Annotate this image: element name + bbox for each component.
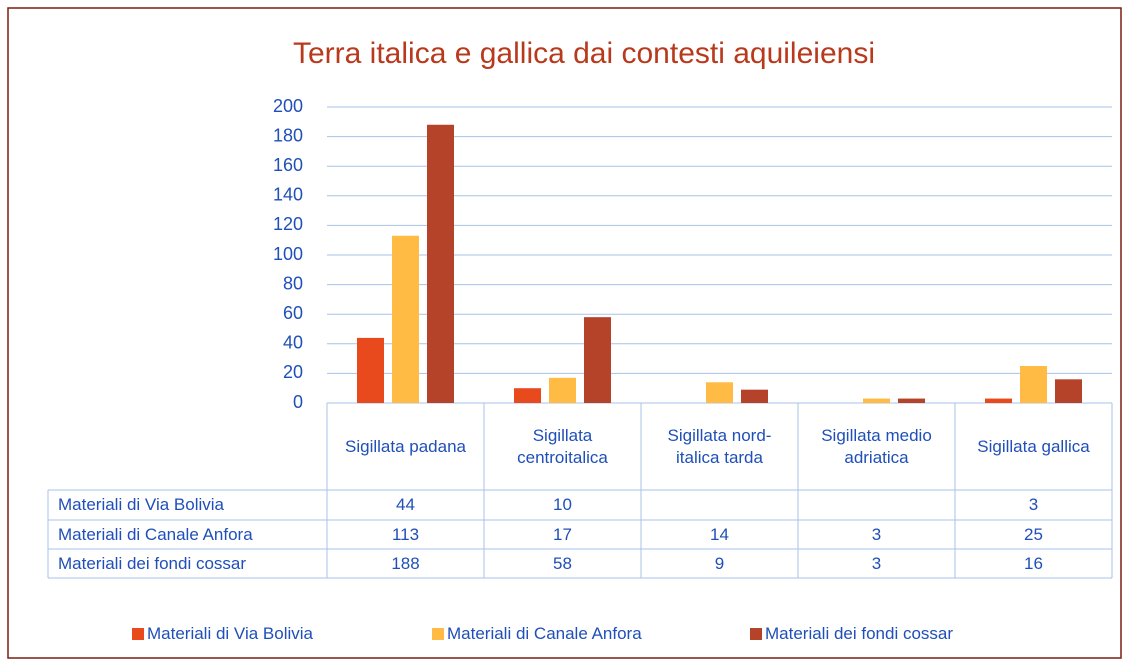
table-value: 25 <box>1024 524 1043 544</box>
legend-swatch <box>750 628 762 640</box>
y-tick-label: 40 <box>283 333 303 353</box>
table-value: 14 <box>710 524 729 544</box>
y-tick-label: 160 <box>273 155 303 175</box>
table-value: 113 <box>391 524 420 544</box>
frame <box>7 7 1122 659</box>
y-tick-label: 140 <box>273 185 303 205</box>
table-value: 58 <box>553 553 572 573</box>
bar <box>549 377 576 403</box>
table-value: 3 <box>871 553 882 573</box>
y-tick-label: 80 <box>283 273 303 293</box>
table-value: 44 <box>396 495 415 514</box>
y-tick-label: 200 <box>273 96 303 116</box>
table-row-label: Materiali di Via Bolivia <box>58 495 224 514</box>
legend-label: Materiali dei fondi cossar <box>765 624 954 643</box>
table-value: 9 <box>714 553 725 573</box>
bar <box>863 398 890 403</box>
category-label: Sigillata medio adriatica <box>821 426 932 467</box>
table-value: 188 <box>391 553 420 573</box>
bar <box>741 389 768 403</box>
y-tick-label: 0 <box>293 392 303 412</box>
y-tick-label: 120 <box>273 214 303 234</box>
chart-title: Terra italica e gallica dai contesti aqu… <box>293 37 875 70</box>
bar <box>985 398 1012 403</box>
bar <box>427 124 454 403</box>
table-value: 10 <box>553 495 572 514</box>
y-tick-label: 180 <box>273 125 303 145</box>
y-tick-label: 100 <box>273 244 303 264</box>
category-label: Sigillata nord-italica tarda <box>667 426 772 467</box>
bar <box>706 382 733 403</box>
table-value: 3 <box>871 524 882 544</box>
bar <box>392 235 419 403</box>
table-row-label: Materiali di Canale Anfora <box>58 524 253 544</box>
y-tick-label: 20 <box>283 362 303 382</box>
bar <box>357 337 384 403</box>
table-row-label: Materiali dei fondi cossar <box>58 553 247 573</box>
bar <box>898 398 925 403</box>
bar <box>1020 366 1047 403</box>
table-value: 3 <box>1028 495 1039 514</box>
y-tick-label: 60 <box>283 303 303 323</box>
bar <box>584 317 611 403</box>
category-label: Sigillata centroitalica <box>517 426 608 467</box>
table-value: 16 <box>1024 553 1043 573</box>
bar <box>514 388 541 403</box>
category-label: Sigillata gallica <box>977 436 1090 456</box>
table-value: 17 <box>553 524 572 544</box>
legend-swatch <box>132 628 144 640</box>
legend-label: Materiali di Canale Anfora <box>447 624 642 643</box>
legend-label: Materiali di Via Bolivia <box>147 624 313 643</box>
bar <box>1055 379 1082 403</box>
legend-swatch <box>432 628 444 640</box>
category-label: Sigillata padana <box>345 436 466 456</box>
